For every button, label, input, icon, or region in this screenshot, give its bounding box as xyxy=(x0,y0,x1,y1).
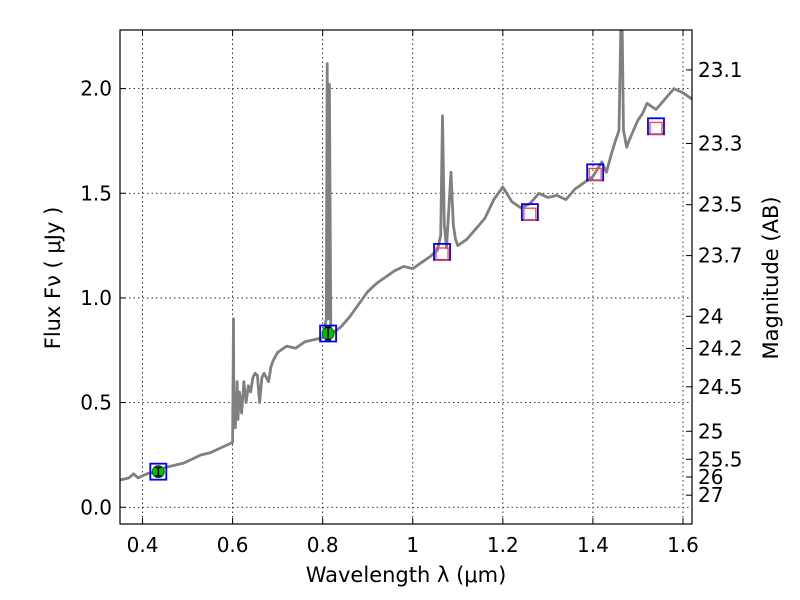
mag-tick-label: 24 xyxy=(698,304,723,328)
y-axis-title: Flux Fν ( μJy ) xyxy=(41,207,65,350)
x-axis-title: Wavelength λ (μm) xyxy=(306,563,507,587)
grid xyxy=(120,30,692,524)
y-tick-label: 0.0 xyxy=(80,495,112,519)
mag-tick-label: 24.2 xyxy=(698,336,743,360)
sed-line xyxy=(120,30,692,482)
y-tick-label: 2.0 xyxy=(80,77,112,101)
x-tick-label: 0.8 xyxy=(307,533,339,557)
y-tick-label: 1.0 xyxy=(80,286,112,310)
x-tick-label: 0.4 xyxy=(127,533,159,557)
model-point xyxy=(588,167,602,182)
y2-axis-title: Magnitude (AB) xyxy=(759,196,783,359)
plot-frame xyxy=(119,29,693,525)
mag-tick-label: 25 xyxy=(698,419,723,443)
observed-point xyxy=(149,462,168,481)
mag-tick-label: 26 xyxy=(698,465,723,489)
mag-tick-label: 23.3 xyxy=(698,131,743,155)
x-tick-label: 1.2 xyxy=(487,533,519,557)
mag-tick-label: 23.7 xyxy=(698,244,743,268)
mag-tick-label: 24.5 xyxy=(698,375,743,399)
observed-point xyxy=(319,324,337,343)
axes: 0.4 0.6 0.8 1 1.2 1.4 1.6 0.0 0.5 1.0 1.5 2.0 23.1 23… xyxy=(80,29,743,557)
plot-area xyxy=(120,30,692,482)
mag-tick-label: 27 xyxy=(698,483,723,507)
y-tick-label: 0.5 xyxy=(80,391,112,415)
model-point xyxy=(649,121,663,136)
x-tick-label: 1.4 xyxy=(577,533,609,557)
model-point xyxy=(435,247,449,261)
mag-tick-label: 23.1 xyxy=(698,58,743,82)
mag-tick-label: 23.5 xyxy=(698,193,743,217)
model-point xyxy=(523,207,537,221)
x-tick-label: 1 xyxy=(406,533,419,557)
y-tick-label: 1.5 xyxy=(80,181,112,205)
x-tick-label: 1.6 xyxy=(667,533,699,557)
mag-tick-label: 25.5 xyxy=(698,447,743,471)
x-tick-label: 0.6 xyxy=(217,533,249,557)
